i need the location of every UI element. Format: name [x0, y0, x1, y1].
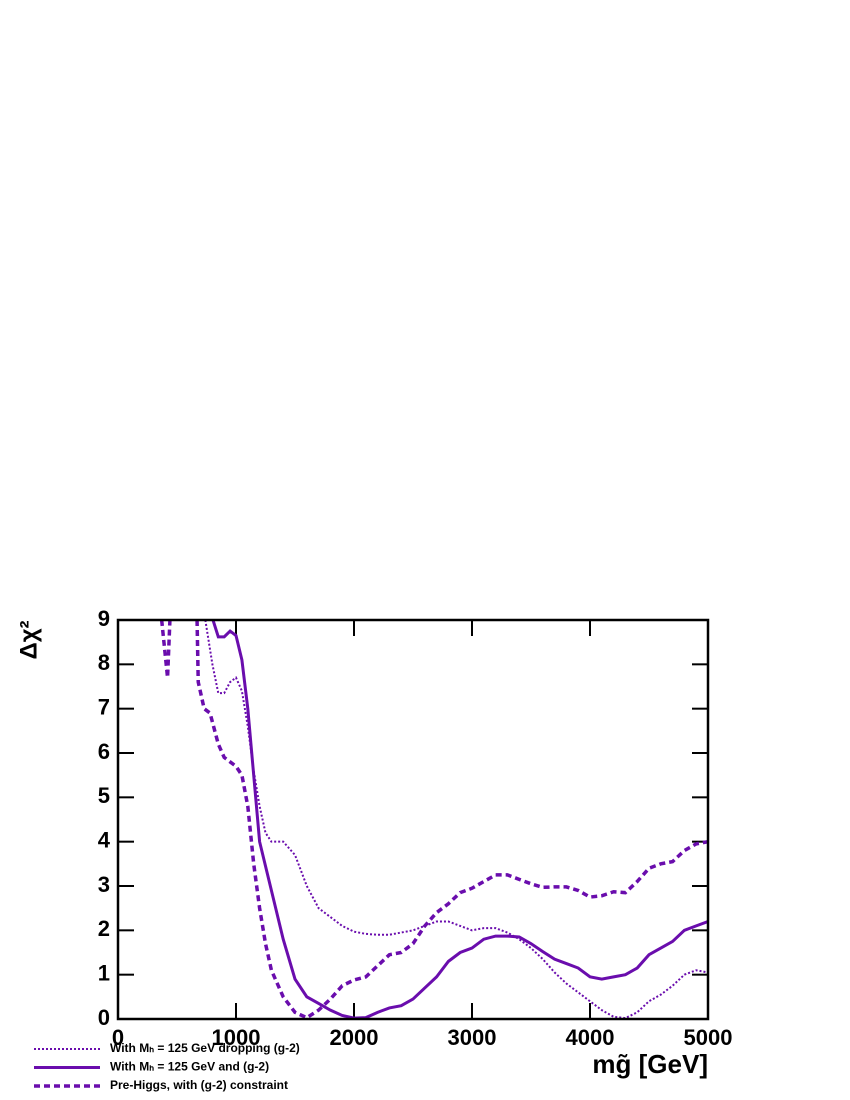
legend-label: With Mₕ = 125 GeV dropping (g-2) [110, 1041, 300, 1055]
y-axis-label: Δχ² [15, 620, 42, 659]
data-line [204, 620, 708, 1019]
plot-frame [116, 618, 710, 1021]
x-tick-label: 0 [112, 1025, 124, 1050]
data-line [159, 620, 708, 1019]
y-tick-label: 8 [98, 650, 110, 675]
legend-label: Pre-Higgs, with (g-2) constraint [110, 1078, 288, 1092]
y-tick-label: 3 [98, 872, 110, 897]
x-tick-label: 2000 [330, 1025, 379, 1050]
x-tick-label: 4000 [566, 1025, 615, 1050]
y-tick-label: 7 [98, 694, 110, 719]
x-tick-label: 3000 [448, 1025, 497, 1050]
x-tick-label: 5000 [684, 1025, 733, 1050]
y-tick-label: 0 [98, 1005, 110, 1030]
x-axis-label: mg̃ [GeV] [592, 1049, 708, 1079]
x-tick-label: 1000 [212, 1025, 261, 1050]
y-tick-label: 1 [98, 960, 110, 985]
y-tick-label: 9 [98, 606, 110, 631]
y-tick-label: 2 [98, 916, 110, 941]
y-tick-label: 4 [98, 827, 111, 852]
y-tick-label: 6 [98, 739, 110, 764]
data-line [211, 620, 708, 1019]
y-tick-label: 5 [98, 783, 110, 808]
legend-label: With Mₕ = 125 GeV and (g-2) [110, 1060, 269, 1074]
